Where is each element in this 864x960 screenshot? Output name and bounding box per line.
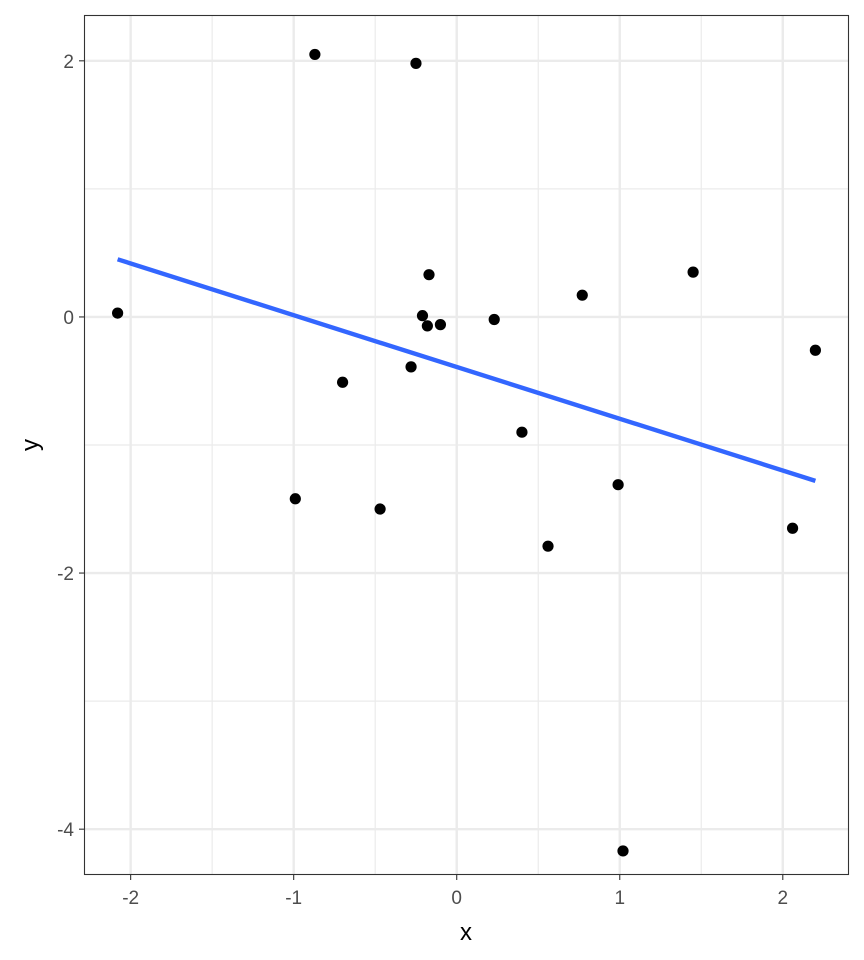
data-point xyxy=(336,376,349,388)
x-tick-label: -1 xyxy=(285,888,302,909)
data-point xyxy=(416,310,429,322)
data-point xyxy=(410,57,422,69)
y-tick-label: -4 xyxy=(57,820,74,841)
y-tick-label: 2 xyxy=(63,52,74,73)
data-point xyxy=(309,48,321,61)
x-tick-label: 0 xyxy=(451,888,462,909)
x-tick-label: 2 xyxy=(777,888,788,909)
data-point xyxy=(488,313,500,326)
data-point xyxy=(423,269,435,281)
regression-line xyxy=(116,257,817,483)
data-point xyxy=(434,319,447,331)
data-point xyxy=(809,344,821,356)
major-gridlines xyxy=(85,16,848,874)
data-point xyxy=(617,845,629,857)
data-point xyxy=(687,266,699,278)
x-axis-ticks: -2 -1 0 1 2 xyxy=(122,874,788,909)
data-point xyxy=(112,307,124,319)
panel-border xyxy=(83,14,850,876)
x-tick-label: -2 xyxy=(122,888,139,909)
y-axis-title: y xyxy=(17,439,44,451)
data-point xyxy=(374,503,386,515)
y-axis-ticks: -4 -2 0 2 xyxy=(57,52,85,841)
x-axis-title: x xyxy=(460,919,472,946)
data-points xyxy=(112,48,821,857)
data-point xyxy=(612,479,624,491)
y-tick-label: 0 xyxy=(63,308,74,329)
data-point xyxy=(786,522,799,534)
data-point xyxy=(405,361,417,373)
data-point xyxy=(421,320,433,332)
minor-gridlines xyxy=(85,16,848,874)
fit-line-layer xyxy=(116,257,817,483)
data-point xyxy=(576,289,588,301)
data-point xyxy=(542,540,554,552)
data-point xyxy=(516,426,528,438)
data-point xyxy=(289,493,301,505)
y-tick-label: -2 xyxy=(57,564,74,585)
x-tick-label: 1 xyxy=(614,888,625,909)
